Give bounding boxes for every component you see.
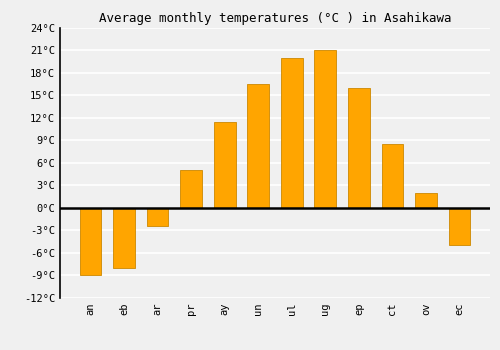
Bar	[348, 88, 370, 208]
Bar	[415, 193, 437, 208]
Bar	[180, 170, 202, 208]
Bar	[146, 208, 169, 226]
Bar	[281, 58, 302, 208]
Bar	[314, 50, 336, 208]
Bar	[382, 144, 404, 208]
Bar	[248, 84, 269, 208]
Bar	[448, 208, 470, 245]
Bar	[214, 121, 236, 208]
Bar	[113, 208, 135, 267]
Title: Average monthly temperatures (°C ) in Asahikawa: Average monthly temperatures (°C ) in As…	[99, 13, 451, 26]
Bar	[80, 208, 102, 275]
